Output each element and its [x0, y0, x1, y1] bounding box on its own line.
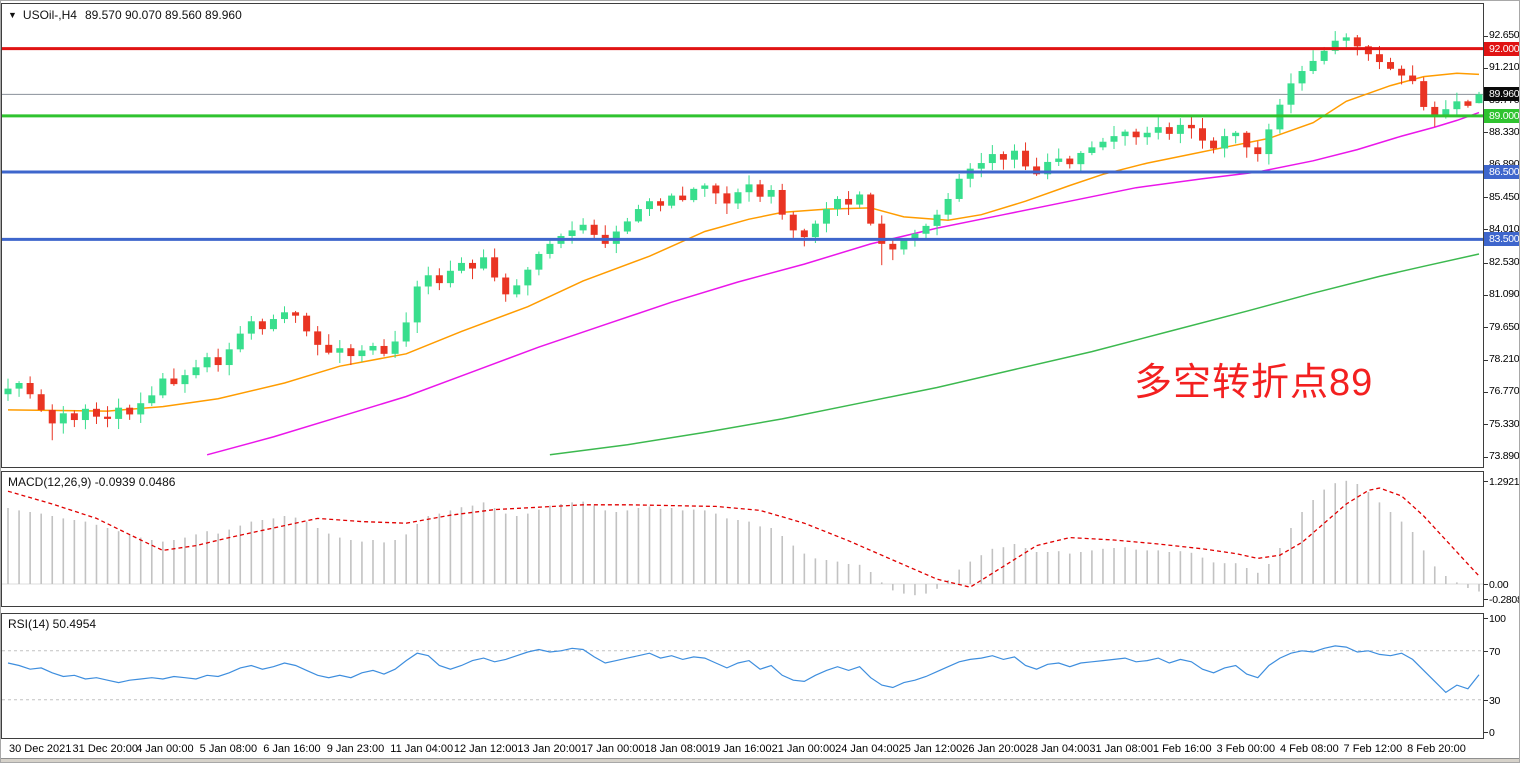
price-tick-label: 91.210	[1489, 61, 1520, 74]
macd-tick	[1484, 480, 1488, 482]
price-tick-label: 82.530	[1489, 256, 1520, 269]
current-price-badge: 89.960	[1484, 87, 1519, 102]
rsi-tick-label: 70	[1489, 645, 1501, 658]
date-label: 28 Jan 04:00	[1025, 743, 1090, 755]
price-tick	[1484, 67, 1488, 69]
date-label: 25 Jan 12:00	[898, 743, 963, 755]
price-tick	[1484, 262, 1488, 264]
rsi-tick-label: 0	[1489, 727, 1495, 739]
rsi-indicator-label: RSI(14) 50.4954	[8, 617, 97, 631]
macd-tick	[1484, 584, 1488, 585]
price-tick	[1484, 359, 1488, 361]
date-label: 7 Feb 12:00	[1343, 743, 1403, 755]
price-tick	[1484, 35, 1488, 37]
price-tick-label: 75.330	[1489, 417, 1520, 430]
date-label: 11 Jan 04:00	[390, 743, 454, 755]
window-bottom-strip	[1, 758, 1519, 762]
date-label: 3 Feb 00:00	[1216, 743, 1276, 755]
date-label: 19 Jan 16:00	[708, 743, 772, 755]
rsi-tick-label: 30	[1489, 694, 1501, 707]
price-tick	[1484, 294, 1488, 296]
price-tick-label: 73.890	[1489, 450, 1520, 463]
price-tick	[1484, 197, 1488, 199]
rsi-scale[interactable]: 100 70 30 0	[1484, 613, 1519, 739]
date-label: 21 Jan 00:00	[771, 743, 836, 755]
price-badge-83.500: 83.500	[1484, 232, 1519, 247]
price-tick	[1484, 456, 1488, 458]
price-badge-92.000: 92.000	[1484, 41, 1519, 56]
symbol-dropdown-icon[interactable]: ▼	[8, 10, 17, 20]
price-tick-label: 84.010	[1489, 222, 1520, 235]
date-label: 4 Jan 00:00	[136, 743, 194, 755]
symbol-title: ▼ USOil-,H4 89.570 90.070 89.560 89.960	[8, 8, 242, 22]
price-badge-89.000: 89.000	[1484, 108, 1519, 123]
ohlc-quote: 89.570 90.070 89.560 89.960	[84, 8, 242, 22]
price-tick-label: 88.330	[1489, 125, 1520, 138]
macd-tick-label: -0.2808	[1489, 594, 1520, 606]
date-label: 31 Dec 20:00	[72, 743, 138, 755]
date-label: 17 Jan 00:00	[580, 743, 645, 755]
date-label: 8 Feb 20:00	[1407, 743, 1466, 755]
macd-tick	[1484, 599, 1488, 600]
date-label: 18 Jan 08:00	[644, 743, 709, 755]
rsi-tick	[1484, 618, 1488, 619]
date-label: 31 Jan 08:00	[1089, 743, 1153, 755]
rsi-tick	[1484, 699, 1488, 701]
price-tick-label: 79.650	[1489, 320, 1520, 333]
date-label: 4 Feb 08:00	[1280, 743, 1339, 755]
price-tick-label: 85.450	[1489, 190, 1520, 203]
date-label: 1 Feb 16:00	[1152, 743, 1212, 755]
date-label: 26 Jan 20:00	[962, 743, 1026, 755]
symbol-timeframe: USOil-,H4	[22, 8, 77, 22]
price-tick	[1484, 229, 1488, 231]
price-tick	[1484, 132, 1488, 134]
date-label: 9 Jan 23:00	[326, 743, 385, 755]
price-tick	[1484, 424, 1488, 426]
price-tick-label: 81.090	[1489, 288, 1520, 301]
macd-tick-label: 0.00	[1489, 579, 1509, 591]
rsi-tick	[1484, 650, 1488, 652]
macd-panel[interactable]	[1, 471, 1484, 607]
chart-text-annotation[interactable]: 多空转折点89	[1134, 362, 1374, 404]
macd-tick-label: 1.2921	[1489, 475, 1520, 488]
price-scale[interactable]: 92.65091.21089.77088.33086.89085.45084.0…	[1484, 3, 1520, 468]
macd-scale[interactable]: 1.2921 0.00 -0.2808	[1484, 471, 1520, 607]
date-label: 24 Jan 04:00	[835, 743, 899, 755]
date-label: 5 Jan 08:00	[199, 743, 258, 755]
date-label: 12 Jan 12:00	[453, 743, 518, 755]
rsi-panel[interactable]	[1, 613, 1484, 739]
rsi-tick	[1484, 732, 1488, 733]
date-label: 13 Jan 20:00	[517, 743, 582, 755]
macd-indicator-label: MACD(12,26,9) -0.0939 0.0486	[8, 475, 176, 489]
date-label: 30 Dec 2021	[9, 743, 72, 755]
price-tick-label: 76.770	[1489, 385, 1520, 398]
date-label: 6 Jan 16:00	[263, 743, 321, 755]
price-badge-86.500: 86.500	[1484, 165, 1519, 180]
time-scale[interactable]: 30 Dec 2021 31 Dec 20:00 4 Jan 00:00 5 Jan …	[1, 740, 1519, 758]
price-tick-label: 78.210	[1489, 353, 1520, 366]
rsi-tick-label: 100	[1489, 613, 1506, 625]
price-tick	[1484, 391, 1488, 393]
price-tick	[1484, 327, 1488, 329]
price-tick-label: 92.650	[1489, 29, 1520, 41]
